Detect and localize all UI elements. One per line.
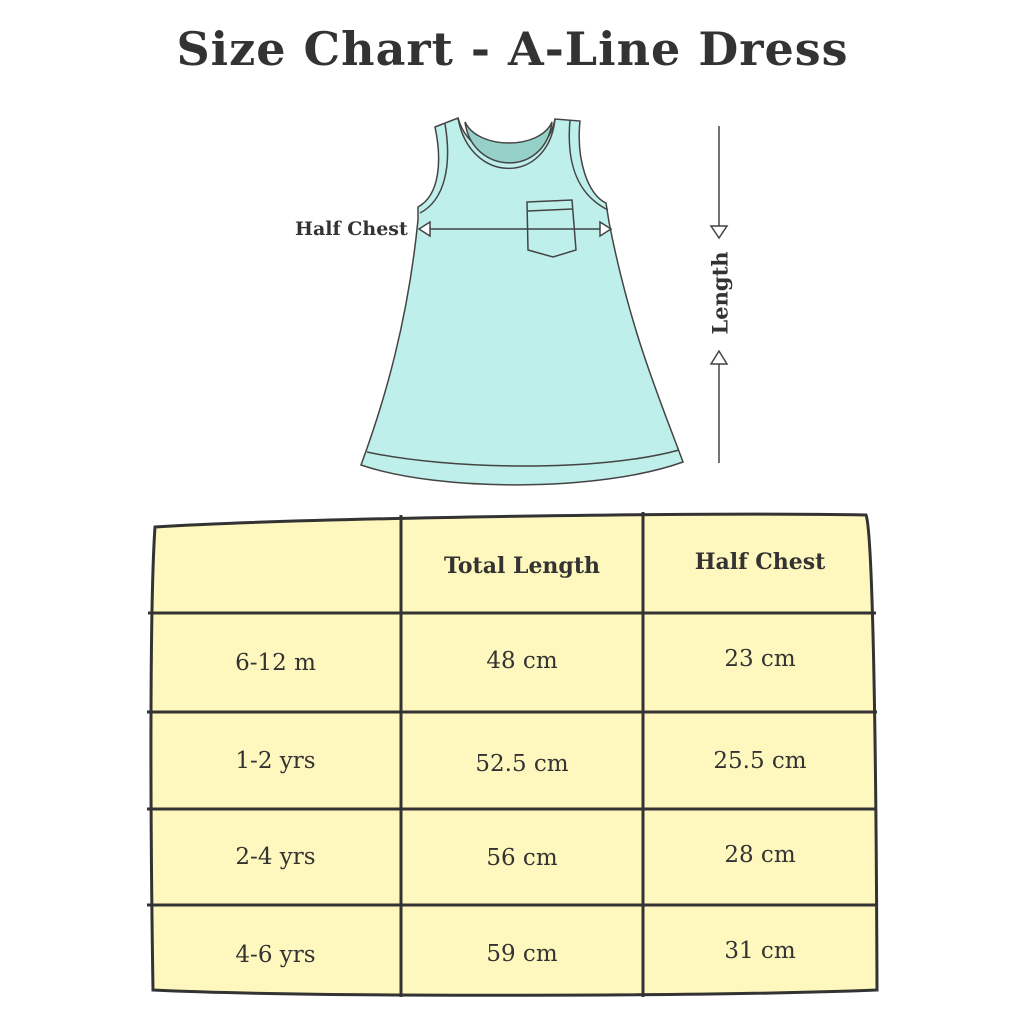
length-cell: 56 cm [486,845,558,871]
hem-trim [366,449,680,467]
length-cell: 48 cm [486,648,558,674]
chest-cell: 25.5 cm [713,747,807,774]
size-cell: 1-2 yrs [235,747,316,774]
armhole-trim-left [419,123,449,214]
neck-trim [457,117,556,169]
header-total-length: Total Length [444,552,600,579]
page-title: Size Chart - A-Line Dress [176,22,849,76]
header-half-chest: Half Chest [694,548,826,575]
size-table-grid [147,512,879,997]
dress-body [360,116,684,486]
arrow-up-icon [709,349,729,365]
arrow-left-icon [417,220,431,238]
length-cell: 52.5 cm [475,750,569,777]
chest-cell: 28 cm [724,842,796,868]
size-cell: 2-4 yrs [235,844,316,870]
neck-lining [464,121,553,164]
arrow-down-icon [709,225,729,240]
chest-cell: 31 cm [724,938,796,964]
size-cell: 6-12 m [235,649,316,676]
armhole-trim-right [568,119,609,211]
size-cell: 4-6 yrs [235,942,316,968]
length-cell: 59 cm [486,941,558,967]
half-chest-label: Half Chest [295,218,408,240]
length-label: Length [707,251,733,335]
arrow-right-icon [599,220,613,238]
chest-cell: 23 cm [724,646,796,672]
